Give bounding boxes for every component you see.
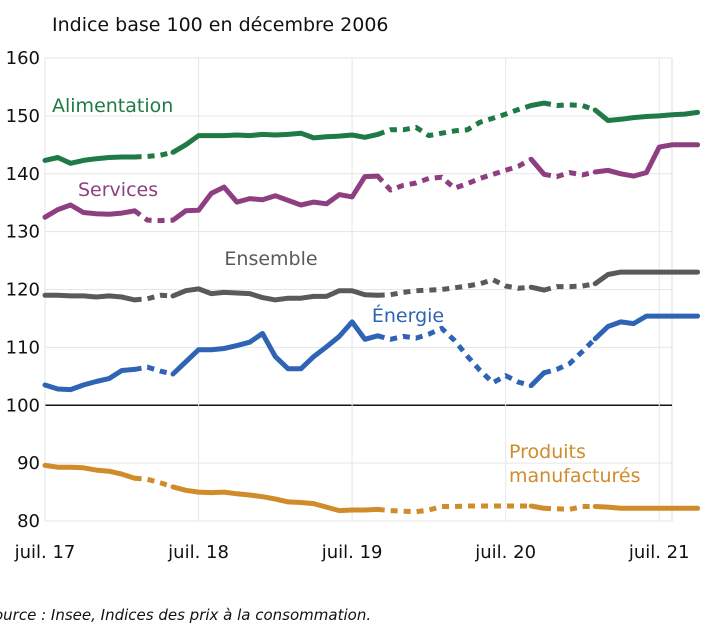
series-line-dashed	[134, 364, 174, 377]
x-tick-label: juil. 18	[167, 542, 229, 563]
series-0	[42, 100, 701, 166]
y-tick-label: 120	[6, 280, 40, 301]
series-line	[528, 100, 547, 108]
series-line	[170, 130, 381, 155]
axes: 80 90 100 110 120 130 140 150 160 juil. 17 juil. 1…	[6, 48, 690, 563]
series-line	[42, 202, 138, 220]
series-line	[592, 107, 701, 123]
series-line	[170, 319, 381, 377]
series-line	[170, 173, 381, 223]
x-tick-label: juil. 21	[628, 542, 690, 563]
series-line	[42, 292, 138, 303]
series-2	[42, 269, 701, 303]
series-label: Ensemble	[224, 248, 317, 270]
y-tick-label: 110	[6, 337, 40, 358]
series-lines	[42, 100, 701, 515]
series-label-line: Produits	[509, 441, 586, 463]
series-line	[528, 284, 547, 293]
series-label: Services	[78, 179, 158, 201]
x-tick-label: juil. 17	[14, 542, 76, 563]
series-line-dashed	[133, 208, 174, 224]
series-line	[592, 504, 701, 511]
series-labels: Alimentation Services Ensemble Énergie Produ…	[52, 95, 641, 487]
series-line	[42, 366, 138, 393]
series-line	[42, 154, 138, 166]
series-label: Produits manufacturés	[509, 441, 641, 487]
series-4	[42, 462, 701, 515]
series-line-dashed	[377, 277, 532, 298]
y-tick-label: 100	[6, 395, 40, 416]
chart-source-note: ource : Insee, Indices des prix à la con…	[0, 606, 372, 624]
series-3	[42, 313, 701, 393]
series-line	[170, 286, 381, 303]
series-label-line: manufacturés	[509, 465, 641, 487]
series-line	[592, 269, 701, 287]
y-tick-label: 150	[6, 106, 40, 127]
x-tick-label: juil. 20	[474, 542, 536, 563]
series-line-dashed	[543, 504, 596, 512]
y-tick-label: 80	[17, 511, 40, 532]
y-tick-label: 160	[6, 48, 40, 69]
series-line-dashed	[375, 157, 533, 193]
series-line-dashed	[377, 503, 532, 515]
series-line	[42, 462, 138, 481]
series-line-dashed	[543, 336, 597, 376]
series-line	[528, 370, 547, 389]
x-tick-label: juil. 19	[321, 542, 383, 563]
series-line	[528, 503, 547, 511]
series-line-dashed	[134, 475, 174, 490]
series-label: Alimentation	[52, 95, 173, 117]
series-line-dashed	[134, 292, 174, 303]
y-tick-label: 130	[6, 222, 40, 243]
series-line-dashed	[377, 325, 532, 389]
y-tick-label: 90	[17, 453, 40, 474]
series-line	[528, 156, 547, 177]
series-line	[592, 142, 701, 179]
series-line	[592, 313, 701, 342]
series-line-dashed	[543, 100, 597, 113]
series-line	[170, 484, 381, 514]
series-1	[42, 142, 701, 224]
y-tick-label: 140	[6, 164, 40, 185]
series-line-dashed	[543, 169, 596, 180]
series-line-dashed	[543, 281, 596, 293]
series-line-dashed	[134, 149, 174, 160]
chart-subtitle: Indice base 100 en décembre 2006	[52, 14, 389, 36]
series-label: Énergie	[372, 304, 444, 327]
series-line-dashed	[376, 103, 532, 139]
